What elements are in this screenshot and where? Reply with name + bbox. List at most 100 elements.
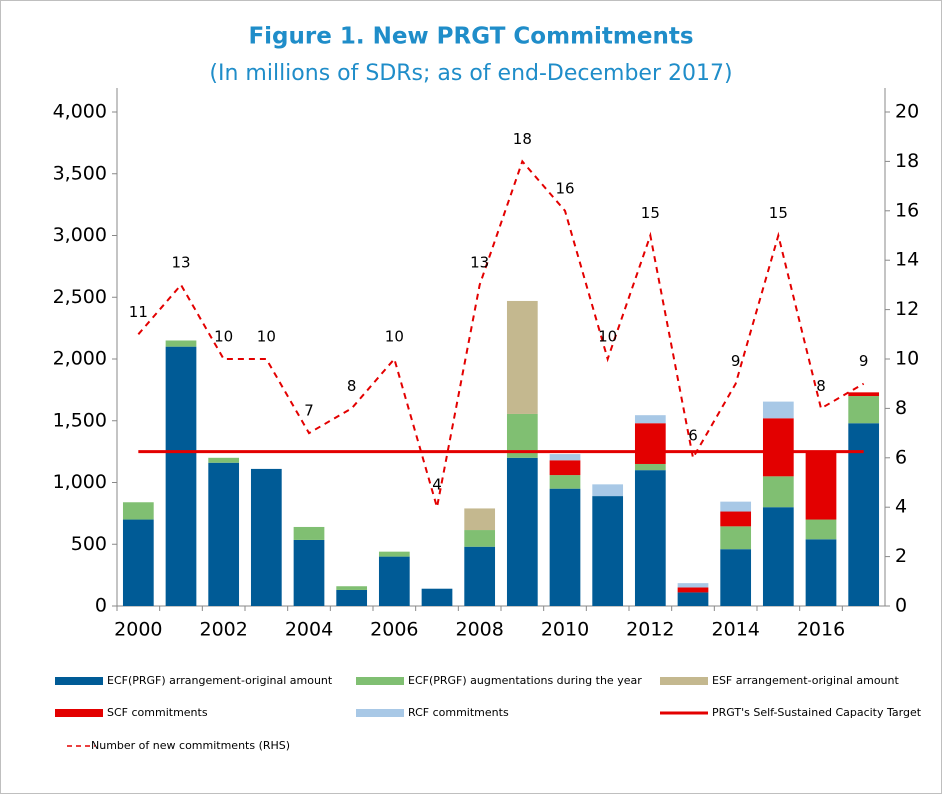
y2-tick-label: 4 (895, 496, 907, 518)
legend-label: Number of new commitments (RHS) (91, 739, 290, 752)
bar-segment (378, 556, 410, 606)
y2-tick-label: 8 (895, 397, 907, 419)
bar-segment (720, 526, 752, 550)
bar-segment (293, 526, 325, 540)
x-tick-label: 2010 (541, 619, 589, 641)
legend-swatch (660, 677, 708, 685)
bar-segment (634, 470, 666, 606)
legend-label: ESF arrangement-original amount (712, 674, 899, 687)
y-tick-label: 3,000 (53, 224, 107, 246)
y2-tick-label: 18 (895, 150, 919, 172)
data-label: 8 (347, 377, 357, 395)
bar-segment (208, 457, 240, 463)
bar-segment (549, 475, 581, 489)
bar-segment (805, 451, 837, 520)
bar-segment (122, 502, 154, 520)
data-label: 10 (214, 328, 233, 346)
data-label: 16 (555, 179, 574, 197)
y-tick-label: 1,500 (53, 409, 107, 431)
data-label: 15 (769, 204, 788, 222)
bar-segment (549, 460, 581, 476)
x-tick-label: 2006 (370, 619, 418, 641)
legend-swatch (55, 709, 103, 717)
x-tick-label: 2014 (711, 619, 759, 641)
y-tick-label: 2,500 (53, 286, 107, 308)
bar-segment (762, 507, 794, 606)
bar-segment (805, 539, 837, 606)
x-tick-label: 2008 (455, 619, 503, 641)
data-label: 9 (731, 352, 741, 370)
bar-segment (634, 423, 666, 464)
x-tick-label: 2000 (114, 619, 162, 641)
bar-segment (592, 496, 624, 606)
data-label: 18 (513, 130, 532, 148)
bar-segment (677, 587, 709, 593)
data-label: 7 (304, 402, 314, 420)
y-tick-label: 1,000 (53, 471, 107, 493)
bar-segment (165, 340, 197, 347)
count-line (137, 159, 865, 508)
bar-segment (720, 511, 752, 527)
data-label: 9 (859, 352, 869, 370)
legend-swatch (55, 677, 103, 685)
y-tick-label: 2,000 (53, 348, 107, 370)
y-tick-label: 4,000 (53, 101, 107, 123)
legend-label: SCF commitments (107, 706, 208, 719)
legend-swatch (356, 677, 404, 685)
data-label: 13 (171, 253, 190, 271)
bar-segment (720, 549, 752, 606)
bar-segment (506, 457, 538, 606)
chart-subtitle: (In millions of SDRs; as of end-December… (209, 61, 732, 86)
x-tick-label: 2012 (626, 619, 674, 641)
data-label: 10 (385, 328, 404, 346)
bar-segment (549, 454, 581, 461)
bar-segment (805, 519, 837, 540)
x-tick-label: 2016 (797, 619, 845, 641)
y2-tick-label: 20 (895, 101, 919, 123)
bar-segment (293, 539, 325, 606)
y2-tick-label: 6 (895, 446, 907, 468)
bar-segment (592, 484, 624, 497)
bar-segment (848, 423, 880, 606)
bar-segment (677, 592, 709, 606)
y2-tick-label: 16 (895, 199, 919, 221)
data-label: 11 (129, 303, 148, 321)
data-label: 13 (470, 253, 489, 271)
bar-segment (848, 392, 880, 397)
data-label: 6 (688, 426, 698, 444)
bar-segment (762, 401, 794, 419)
y-tick-label: 0 (95, 595, 107, 617)
bar-segment (464, 530, 496, 547)
y-tick-label: 3,500 (53, 162, 107, 184)
bar-segment (506, 300, 538, 414)
bar-segment (336, 589, 368, 606)
data-label: 4 (432, 476, 442, 494)
bar-segment (378, 551, 410, 557)
x-tick-label: 2004 (285, 619, 333, 641)
data-label: 8 (816, 377, 826, 395)
legend-label: ECF(PRGF) augmentations during the year (408, 674, 642, 687)
x-tick-label: 2002 (199, 619, 247, 641)
bar-segment (848, 396, 880, 424)
bar-segment (634, 463, 666, 471)
y2-tick-label: 14 (895, 249, 919, 271)
chart-title: Figure 1. New PRGT Commitments (248, 24, 693, 50)
bar-segment (634, 415, 666, 424)
legend-label: RCF commitments (408, 706, 509, 719)
data-label: 10 (257, 328, 276, 346)
bar-segment (762, 476, 794, 508)
bar-segment (336, 586, 368, 590)
y-tick-label: 500 (71, 533, 107, 555)
bar-segment (762, 418, 794, 477)
y2-tick-label: 2 (895, 545, 907, 567)
bar-segment (464, 508, 496, 531)
legend-label: ECF(PRGF) arrangement-original amount (107, 674, 333, 687)
y2-tick-label: 0 (895, 595, 907, 617)
bar-segment (208, 462, 240, 606)
data-label: 10 (598, 328, 617, 346)
y2-tick-label: 10 (895, 348, 919, 370)
bar-segment (720, 501, 752, 512)
legend-label: PRGT's Self-Sustained Capacity Target (712, 706, 922, 719)
